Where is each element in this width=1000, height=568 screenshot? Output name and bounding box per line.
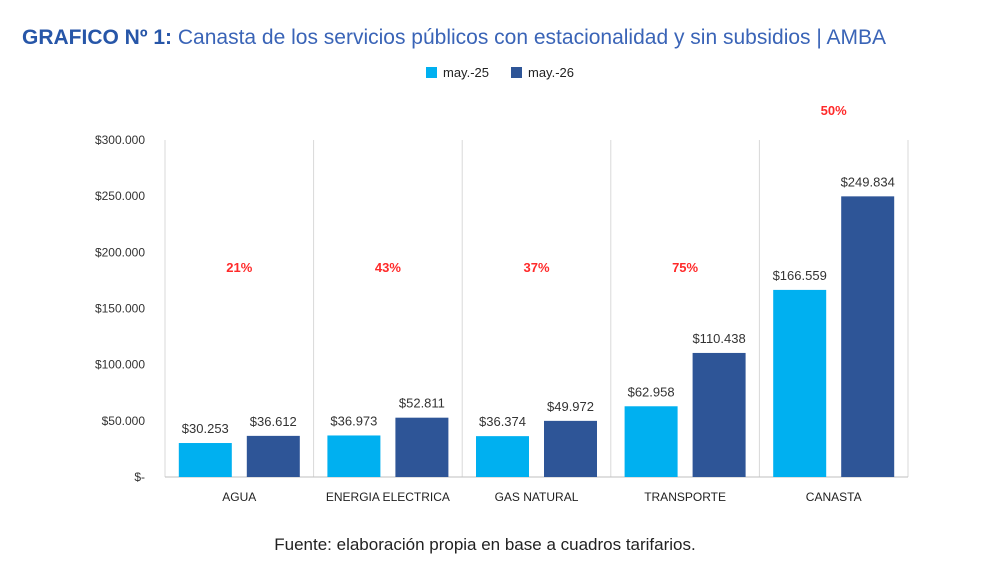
percent-change-label: 37%	[523, 260, 549, 275]
y-tick-label: $-	[134, 470, 145, 484]
bar-value-label: $52.811	[399, 396, 445, 411]
source-note: Fuente: elaboración propia en base a cua…	[274, 535, 696, 554]
chart-title: GRAFICO Nº 1: Canasta de los servicios p…	[22, 26, 886, 50]
bar-value-label: $36.374	[479, 414, 526, 429]
chart-title-text: Canasta de los servicios públicos con es…	[177, 26, 887, 49]
category-label: AGUA	[222, 490, 256, 504]
bar-value-label: $110.438	[692, 331, 745, 346]
chart-title-prefix: GRAFICO Nº 1:	[22, 26, 173, 49]
bar-may26	[544, 420, 597, 477]
bar-value-label: $49.972	[547, 399, 594, 414]
y-tick-label: $200.000	[95, 245, 145, 259]
bar-may26	[692, 352, 746, 477]
legend-item-may25: may.-25	[426, 65, 489, 80]
bar-may25	[773, 289, 827, 477]
bar-value-label: $62.958	[628, 384, 675, 399]
category-label: CANASTA	[806, 490, 862, 504]
y-tick-label: $250.000	[95, 189, 145, 203]
bar-may26	[395, 417, 449, 477]
bar-may26	[841, 196, 895, 477]
bar-value-label: $249.834	[841, 174, 895, 189]
bar-value-label: $36.612	[250, 414, 297, 429]
percent-change-label: 43%	[375, 260, 401, 275]
legend-swatch-may26	[511, 67, 522, 78]
bar-may25	[178, 443, 232, 477]
percent-change-label: 21%	[226, 260, 252, 275]
category-label: GAS NATURAL	[495, 490, 579, 504]
y-tick-label: $300.000	[95, 133, 145, 147]
legend: may.-25 may.-26	[0, 65, 1000, 80]
bar-may25	[476, 436, 529, 477]
bar-value-label: $166.559	[773, 268, 827, 283]
legend-swatch-may25	[426, 67, 437, 78]
percent-change-label: 50%	[821, 103, 847, 118]
y-tick-label: $150.000	[95, 302, 145, 316]
legend-label-may26: may.-26	[528, 65, 574, 80]
bar-may25	[624, 406, 678, 477]
bar-may26	[246, 435, 300, 477]
percent-change-label: 75%	[672, 260, 698, 275]
category-label: ENERGIA ELECTRICA	[326, 490, 450, 504]
y-tick-label: $50.000	[102, 414, 146, 428]
bar-may25	[327, 435, 381, 477]
bar-value-label: $30.253	[182, 421, 229, 436]
legend-label-may25: may.-25	[443, 65, 489, 80]
bar-value-label: $36.973	[330, 413, 377, 428]
y-tick-label: $100.000	[95, 358, 145, 372]
category-label: TRANSPORTE	[644, 490, 726, 504]
legend-item-may26: may.-26	[511, 65, 574, 80]
